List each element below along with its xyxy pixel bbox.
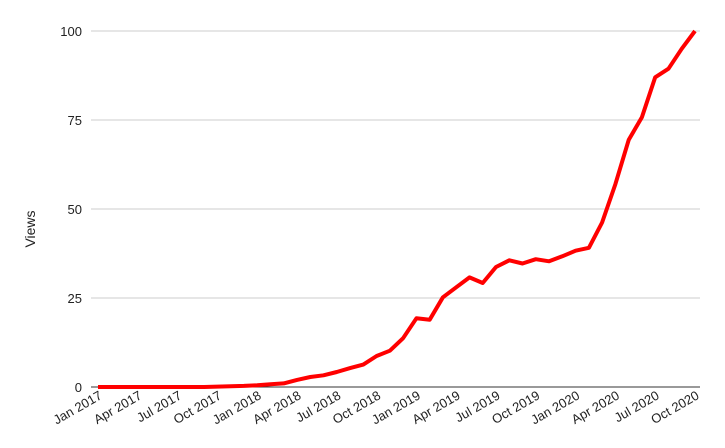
series-line — [98, 29, 697, 389]
y-tick-label: 25 — [68, 291, 82, 306]
y-tick-label: 75 — [68, 113, 82, 128]
y-tick-label: 100 — [60, 24, 82, 39]
y-tick-label: 0 — [75, 380, 82, 395]
y-axis-label: Views — [22, 210, 38, 247]
y-tick-label: 50 — [68, 202, 82, 217]
